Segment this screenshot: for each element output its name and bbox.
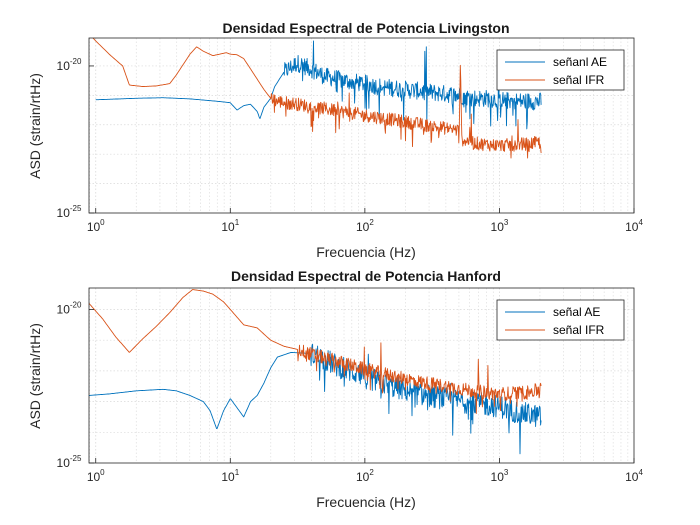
x-tick-label: 100 [87,218,105,234]
series-group [92,38,542,159]
y-tick-label: 10-20 [57,57,82,73]
legend-box [496,49,625,91]
series-group [89,289,542,455]
y-axis-label: ASD (strain/rtHz) [27,73,43,179]
legend-label-ae: señanl AE [553,55,607,69]
series-line-ifr [92,38,542,159]
x-tick-label: 102 [356,218,374,234]
plot-border [88,37,635,214]
y-tick-label: 10-25 [57,454,82,470]
legend-label-ifr: señal IFR [553,323,605,337]
livingston-panel: Densidad Espectral de Potencia Livingsto… [27,20,643,260]
plot-border [88,287,635,464]
x-tick-label: 102 [356,468,374,484]
x-axis-label: Frecuencia (Hz) [316,494,416,510]
x-tick-label: 104 [625,468,643,484]
legend-label-ifr: señal IFR [553,73,605,87]
axis-ticks: 100 101 102 103 104 10-20 10-25 [57,300,644,484]
x-tick-label: 104 [625,218,643,234]
chart-title: Densidad Espectral de Potencia Livingsto… [222,20,509,36]
x-tick-label: 101 [221,468,239,484]
hanford-panel: Densidad Espectral de Potencia Hanford F… [27,268,643,510]
legend: señanl AE señal IFR [496,49,625,91]
series-line-ifr [89,289,542,414]
legend: señal AE señal IFR [496,299,625,341]
chart-title: Densidad Espectral de Potencia Hanford [231,268,501,284]
y-tick-label: 10-20 [57,300,82,316]
x-axis-label: Frecuencia (Hz) [316,244,416,260]
legend-box [496,299,625,341]
legend-label-ae: señal AE [553,305,600,319]
y-axis-label: ASD (strain/rtHz) [27,323,43,429]
x-tick-label: 103 [491,468,509,484]
axis-ticks: 100 101 102 103 104 10-20 10-25 [57,57,644,234]
x-tick-label: 103 [491,218,509,234]
x-tick-label: 101 [221,218,239,234]
x-tick-label: 100 [87,468,105,484]
y-tick-label: 10-25 [57,204,82,220]
series-line-ae [95,40,542,130]
